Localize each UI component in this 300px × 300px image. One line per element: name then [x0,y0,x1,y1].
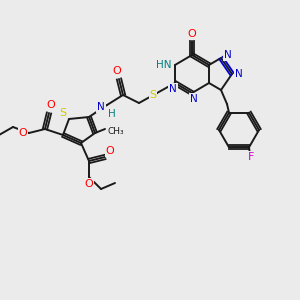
Text: O: O [112,66,122,76]
Text: S: S [59,108,67,118]
Text: N: N [97,102,105,112]
Text: N: N [235,69,243,79]
Text: HN: HN [156,60,172,70]
Text: O: O [106,146,114,156]
Text: O: O [85,179,93,189]
Text: O: O [46,100,56,110]
Text: F: F [248,152,254,162]
Text: N: N [190,94,198,104]
Text: H: H [108,109,116,119]
Text: O: O [188,29,196,39]
Text: N: N [169,84,177,94]
Text: S: S [149,90,157,100]
Text: O: O [19,128,27,138]
Text: CH₃: CH₃ [107,127,124,136]
Text: N: N [224,50,232,60]
